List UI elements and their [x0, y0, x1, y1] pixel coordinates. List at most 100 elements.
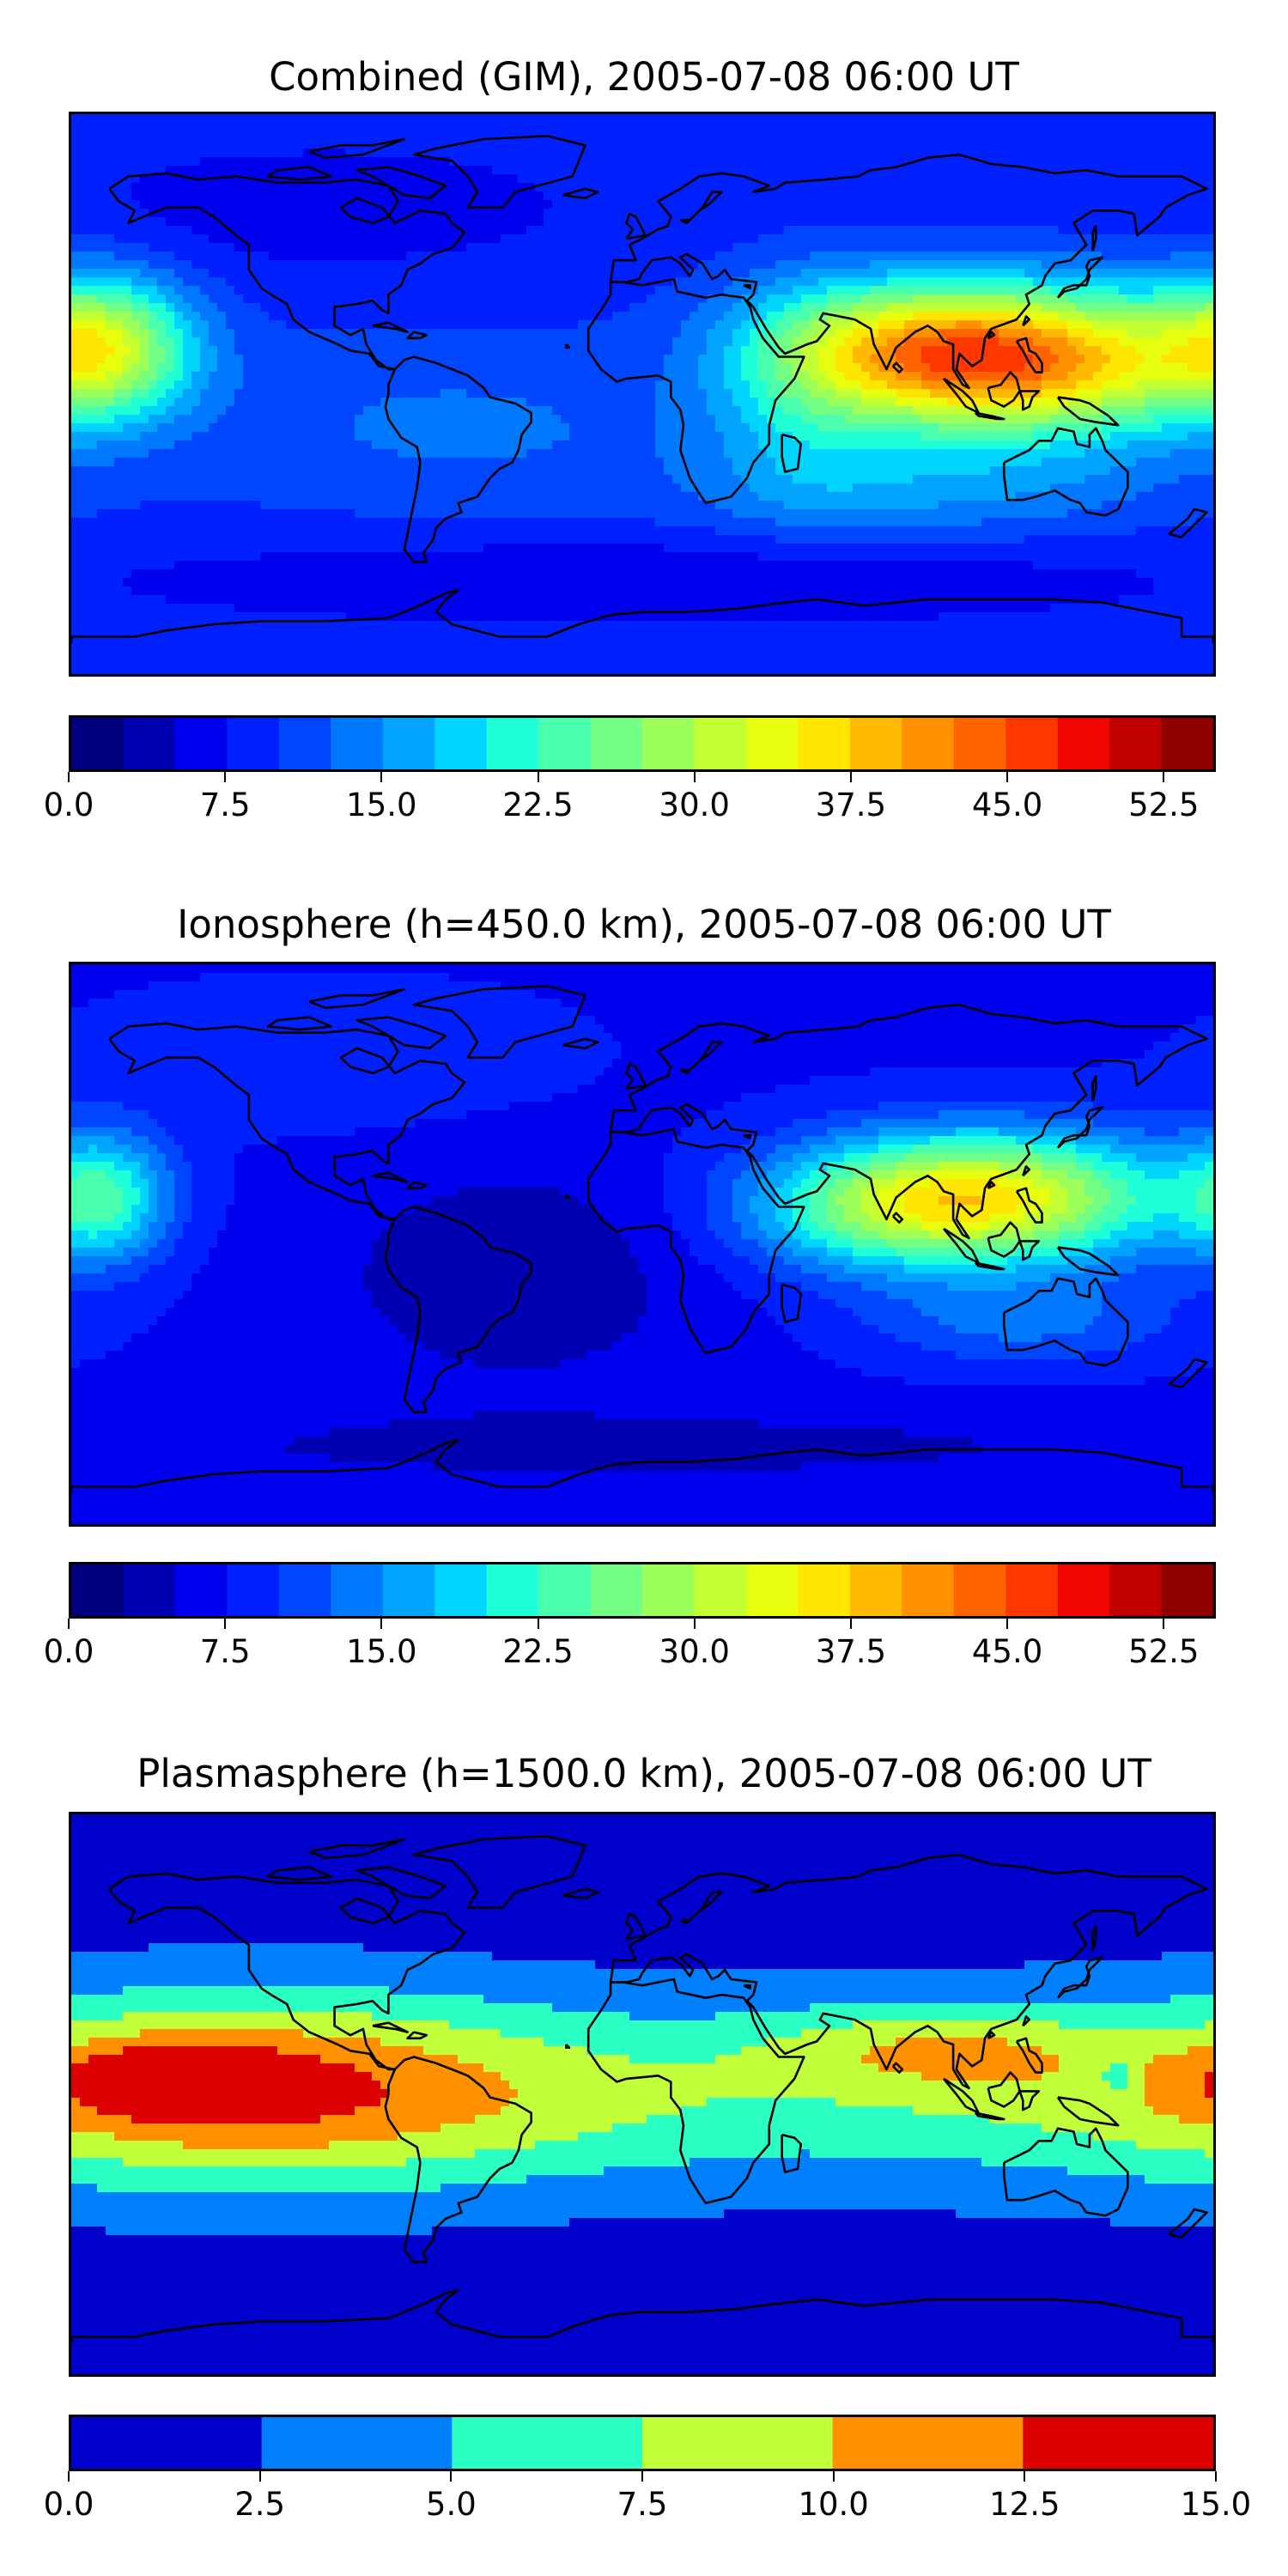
heatmap-cell	[217, 183, 227, 192]
heatmap-cell	[801, 234, 811, 244]
heatmap-cell	[1016, 286, 1025, 295]
heatmap-cell	[1007, 337, 1017, 347]
heatmap-cell	[561, 200, 570, 210]
heatmap-cell	[535, 406, 544, 416]
heatmap-cell	[612, 329, 622, 338]
heatmap-cell	[1136, 183, 1145, 192]
heatmap-cell	[389, 114, 398, 124]
heatmap-cell	[286, 123, 295, 132]
heatmap-cell	[131, 174, 141, 184]
heatmap-cell	[930, 191, 939, 201]
heatmap-cell	[346, 406, 355, 416]
heatmap-cell	[174, 355, 184, 364]
heatmap-cell	[801, 131, 811, 141]
heatmap-cell	[1153, 312, 1163, 321]
heatmap-cell	[217, 329, 227, 338]
heatmap-cell	[337, 200, 347, 210]
heatmap-cell	[157, 320, 167, 330]
heatmap-cell	[355, 277, 364, 287]
heatmap-cell	[157, 209, 167, 218]
heatmap-cell	[775, 243, 785, 252]
heatmap-cell	[1007, 114, 1017, 124]
heatmap-cell	[724, 243, 733, 252]
heatmap-cell	[612, 303, 622, 313]
heatmap-cell	[329, 277, 338, 287]
heatmap-cell	[981, 312, 991, 321]
heatmap-cell	[999, 329, 1008, 338]
heatmap-cell	[423, 252, 433, 261]
heatmap-cell	[732, 406, 742, 416]
heatmap-cell	[243, 157, 252, 167]
heatmap-cell	[337, 209, 347, 218]
heatmap-cell	[492, 286, 501, 295]
heatmap-cell	[947, 329, 957, 338]
heatmap-cell	[71, 114, 81, 124]
heatmap-cell	[277, 320, 287, 330]
heatmap-cell	[647, 200, 656, 210]
heatmap-cell	[1153, 234, 1163, 244]
heatmap-cell	[423, 226, 433, 235]
heatmap-cell	[269, 269, 278, 278]
heatmap-cell	[1050, 380, 1060, 390]
heatmap-cell	[432, 286, 441, 295]
heatmap-cell	[140, 174, 149, 184]
heatmap-cell	[664, 398, 673, 407]
heatmap-cell	[157, 191, 167, 201]
heatmap-cell	[904, 406, 914, 416]
heatmap-cell	[174, 183, 184, 192]
heatmap-cell	[1162, 217, 1171, 227]
heatmap-cell	[492, 346, 501, 355]
heatmap-cell	[337, 114, 347, 124]
heatmap-cell	[655, 157, 665, 167]
heatmap-cell	[312, 226, 321, 235]
heatmap-cell	[312, 123, 321, 132]
heatmap-cell	[1024, 157, 1034, 167]
heatmap-cell	[269, 226, 278, 235]
heatmap-cell	[990, 277, 999, 287]
heatmap-cell	[758, 329, 768, 338]
heatmap-cell	[999, 295, 1008, 304]
heatmap-cell	[672, 415, 682, 424]
heatmap-cell	[226, 363, 235, 373]
heatmap-cell	[629, 123, 639, 132]
heatmap-cell	[526, 295, 536, 304]
heatmap-cell	[518, 380, 527, 390]
heatmap-cell	[990, 234, 999, 244]
heatmap-cell	[449, 200, 459, 210]
heatmap-cell	[690, 157, 699, 167]
heatmap-cell	[647, 191, 656, 201]
heatmap-cell	[775, 406, 785, 416]
heatmap-cell	[320, 415, 330, 424]
heatmap-cell	[372, 234, 381, 244]
heatmap-cell	[1059, 209, 1068, 218]
heatmap-cell	[423, 415, 433, 424]
heatmap-cell	[1059, 320, 1068, 330]
heatmap-cell	[1205, 243, 1213, 252]
heatmap-cell	[389, 149, 398, 158]
heatmap-cell	[518, 149, 527, 158]
heatmap-cell	[234, 329, 244, 338]
heatmap-cell	[544, 209, 553, 218]
heatmap-cell	[1153, 295, 1163, 304]
heatmap-cell	[552, 355, 562, 364]
heatmap-cell	[337, 234, 347, 244]
heatmap-cell	[544, 243, 553, 252]
heatmap-cell	[466, 389, 476, 398]
heatmap-cell	[1110, 191, 1120, 201]
heatmap-cell	[329, 114, 338, 124]
heatmap-cell	[767, 337, 776, 347]
heatmap-cell	[853, 389, 862, 398]
heatmap-cell	[1076, 312, 1085, 321]
heatmap-cell	[1024, 260, 1034, 270]
heatmap-cell	[277, 277, 287, 287]
heatmap-cell	[1050, 286, 1060, 295]
heatmap-cell	[475, 200, 484, 210]
heatmap-cell	[440, 295, 450, 304]
heatmap-cell	[234, 200, 244, 210]
heatmap-cell	[423, 329, 433, 338]
heatmap-cell	[784, 260, 793, 270]
heatmap-cell	[260, 217, 270, 227]
heatmap-cell	[1188, 174, 1197, 184]
heatmap-cell	[166, 234, 175, 244]
heatmap-cell	[595, 157, 605, 167]
